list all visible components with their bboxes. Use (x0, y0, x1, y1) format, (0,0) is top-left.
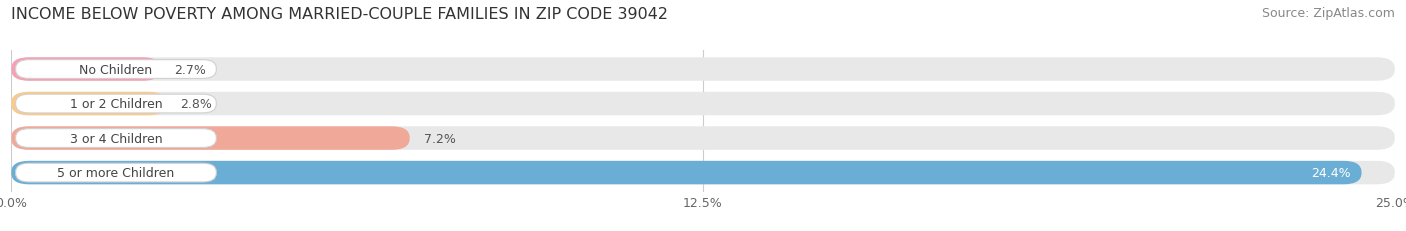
FancyBboxPatch shape (15, 60, 217, 79)
Text: Source: ZipAtlas.com: Source: ZipAtlas.com (1261, 7, 1395, 20)
FancyBboxPatch shape (15, 129, 217, 148)
Text: 2.7%: 2.7% (174, 63, 207, 76)
FancyBboxPatch shape (11, 92, 1395, 116)
Text: 7.2%: 7.2% (423, 132, 456, 145)
FancyBboxPatch shape (11, 58, 1395, 81)
Text: 5 or more Children: 5 or more Children (58, 166, 174, 179)
FancyBboxPatch shape (11, 92, 166, 116)
Text: INCOME BELOW POVERTY AMONG MARRIED-COUPLE FAMILIES IN ZIP CODE 39042: INCOME BELOW POVERTY AMONG MARRIED-COUPL… (11, 7, 668, 22)
FancyBboxPatch shape (15, 164, 217, 182)
FancyBboxPatch shape (11, 161, 1395, 185)
FancyBboxPatch shape (11, 127, 1395, 150)
Text: 3 or 4 Children: 3 or 4 Children (70, 132, 162, 145)
FancyBboxPatch shape (11, 127, 409, 150)
Text: 2.8%: 2.8% (180, 98, 212, 111)
Text: 24.4%: 24.4% (1310, 166, 1351, 179)
FancyBboxPatch shape (11, 161, 1361, 185)
Text: 1 or 2 Children: 1 or 2 Children (70, 98, 162, 111)
FancyBboxPatch shape (15, 95, 217, 113)
FancyBboxPatch shape (11, 58, 160, 81)
Text: No Children: No Children (79, 63, 152, 76)
